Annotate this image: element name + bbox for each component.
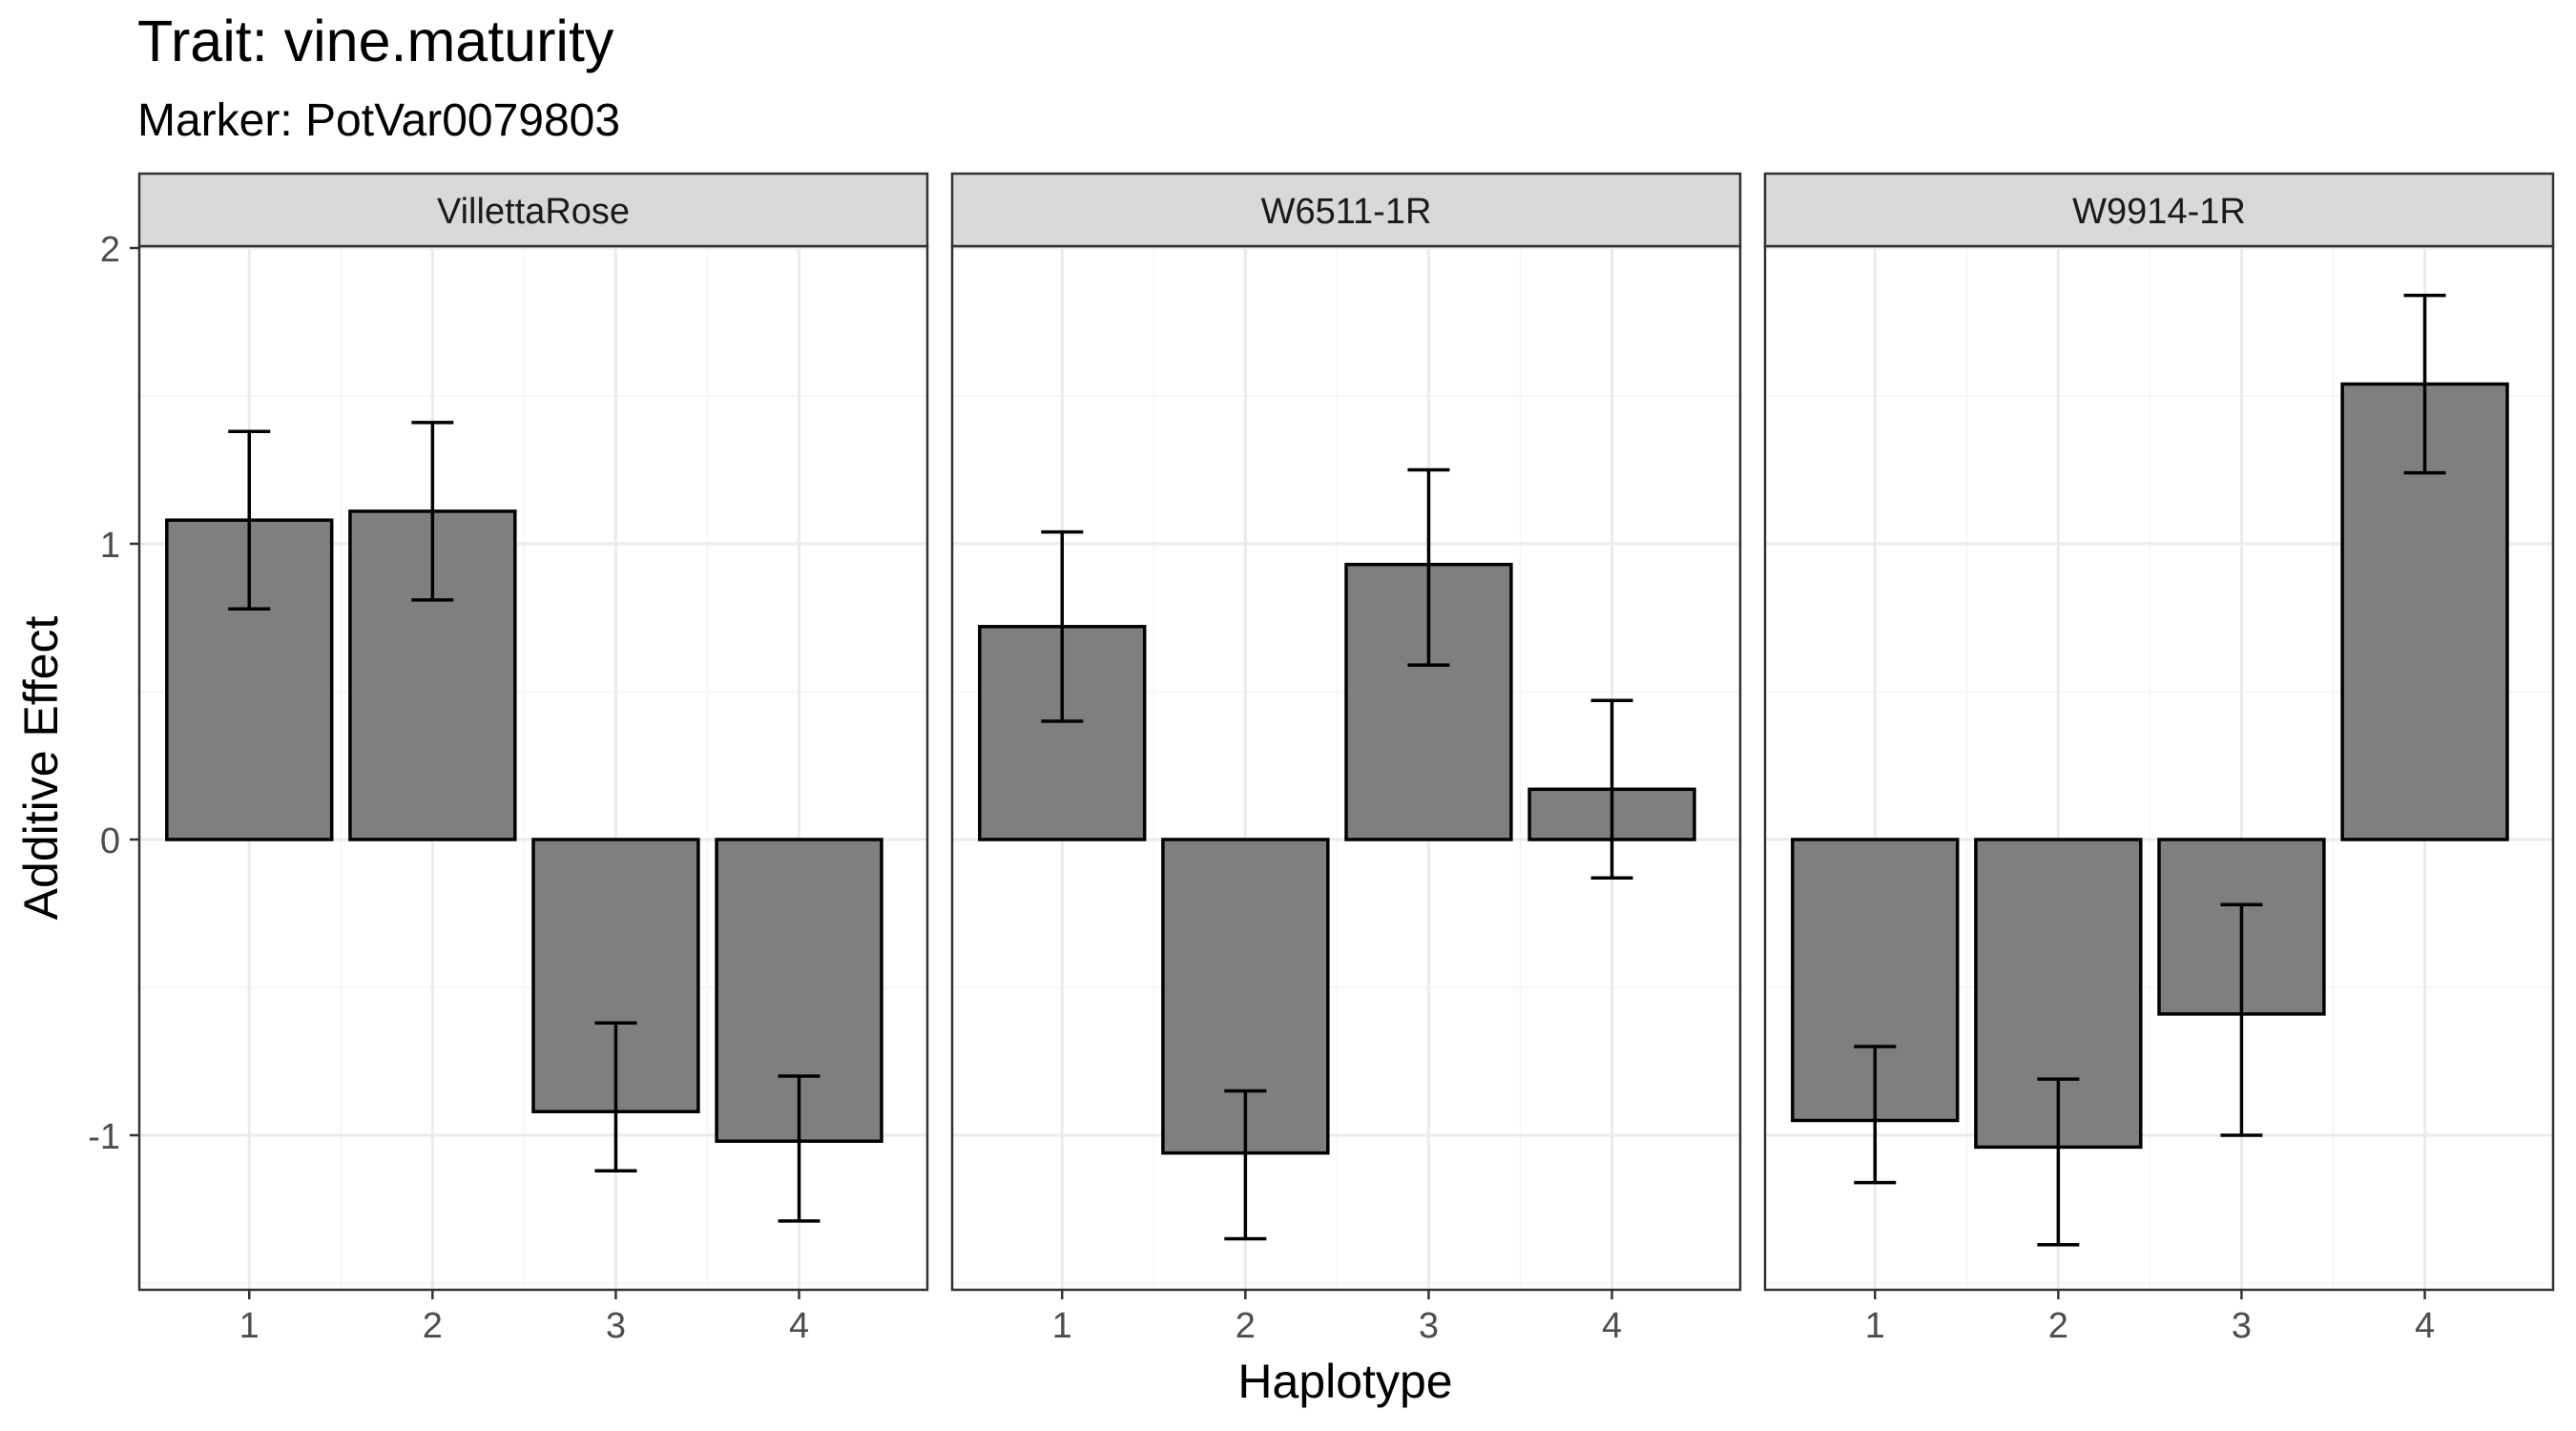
error-bar-haplotype-2 xyxy=(411,421,454,602)
x-axis-tick-label: 3 xyxy=(1419,1306,1439,1346)
y-axis-tick-label: 1 xyxy=(100,526,120,566)
error-bar-haplotype-4 xyxy=(2403,293,2446,475)
facet-strip-label: W6511-1R xyxy=(1261,192,1432,232)
y-axis-tick-label: -1 xyxy=(88,1117,120,1157)
facet-panel-w6511-1r: W6511-1R 1 2 3 4 xyxy=(950,172,1742,1346)
error-bar-haplotype-4 xyxy=(778,1074,821,1223)
error-bar-haplotype-3 xyxy=(594,1021,637,1172)
chart-subtitle: Marker: PotVar0079803 xyxy=(137,95,620,146)
facet-strip xyxy=(1763,172,2555,248)
x-axis-tick-label: 2 xyxy=(2048,1306,2068,1346)
x-axis-tick-label: 3 xyxy=(2232,1306,2252,1346)
error-bar-haplotype-2 xyxy=(1224,1089,1267,1241)
error-bar-haplotype-2 xyxy=(2037,1077,2080,1247)
y-axis-tick-label: 0 xyxy=(100,821,120,861)
x-axis-tick-label: 2 xyxy=(1236,1306,1256,1346)
error-bar-haplotype-3 xyxy=(1407,467,1450,667)
facet-strip xyxy=(137,172,929,248)
x-axis-tick-label: 4 xyxy=(2415,1306,2435,1346)
facet-strip xyxy=(950,172,1742,248)
x-axis-title: Haplotype xyxy=(1237,1355,1452,1408)
error-bar-haplotype-1 xyxy=(1041,529,1084,723)
error-bar-haplotype-1 xyxy=(228,429,271,611)
chart-title: Trait: vine.maturity xyxy=(137,9,614,73)
facet-strip-label: W9914-1R xyxy=(2072,192,2246,232)
x-axis-tick-label: 2 xyxy=(423,1306,443,1346)
x-axis-tick-label: 4 xyxy=(789,1306,809,1346)
error-bar-haplotype-4 xyxy=(1590,698,1633,881)
facet-panel-w9914-1r: W9914-1R 1 2 3 4 xyxy=(1763,172,2555,1346)
y-axis-title: Additive Effect xyxy=(14,616,68,921)
facet-strip-label: VillettaRose xyxy=(437,192,630,232)
x-axis-tick-label: 1 xyxy=(1052,1306,1072,1346)
error-bar-haplotype-1 xyxy=(1854,1045,1897,1185)
error-bar-haplotype-3 xyxy=(2220,902,2263,1137)
facet-panel-villettarose: VillettaRose 1 2 3 4 xyxy=(137,172,929,1346)
x-axis-tick-label: 1 xyxy=(1865,1306,1885,1346)
x-axis-tick-label: 1 xyxy=(239,1306,260,1346)
y-axis-tick-label: 2 xyxy=(100,230,120,270)
x-axis-tick-label: 4 xyxy=(1602,1306,1622,1346)
x-axis-tick-label: 3 xyxy=(606,1306,626,1346)
